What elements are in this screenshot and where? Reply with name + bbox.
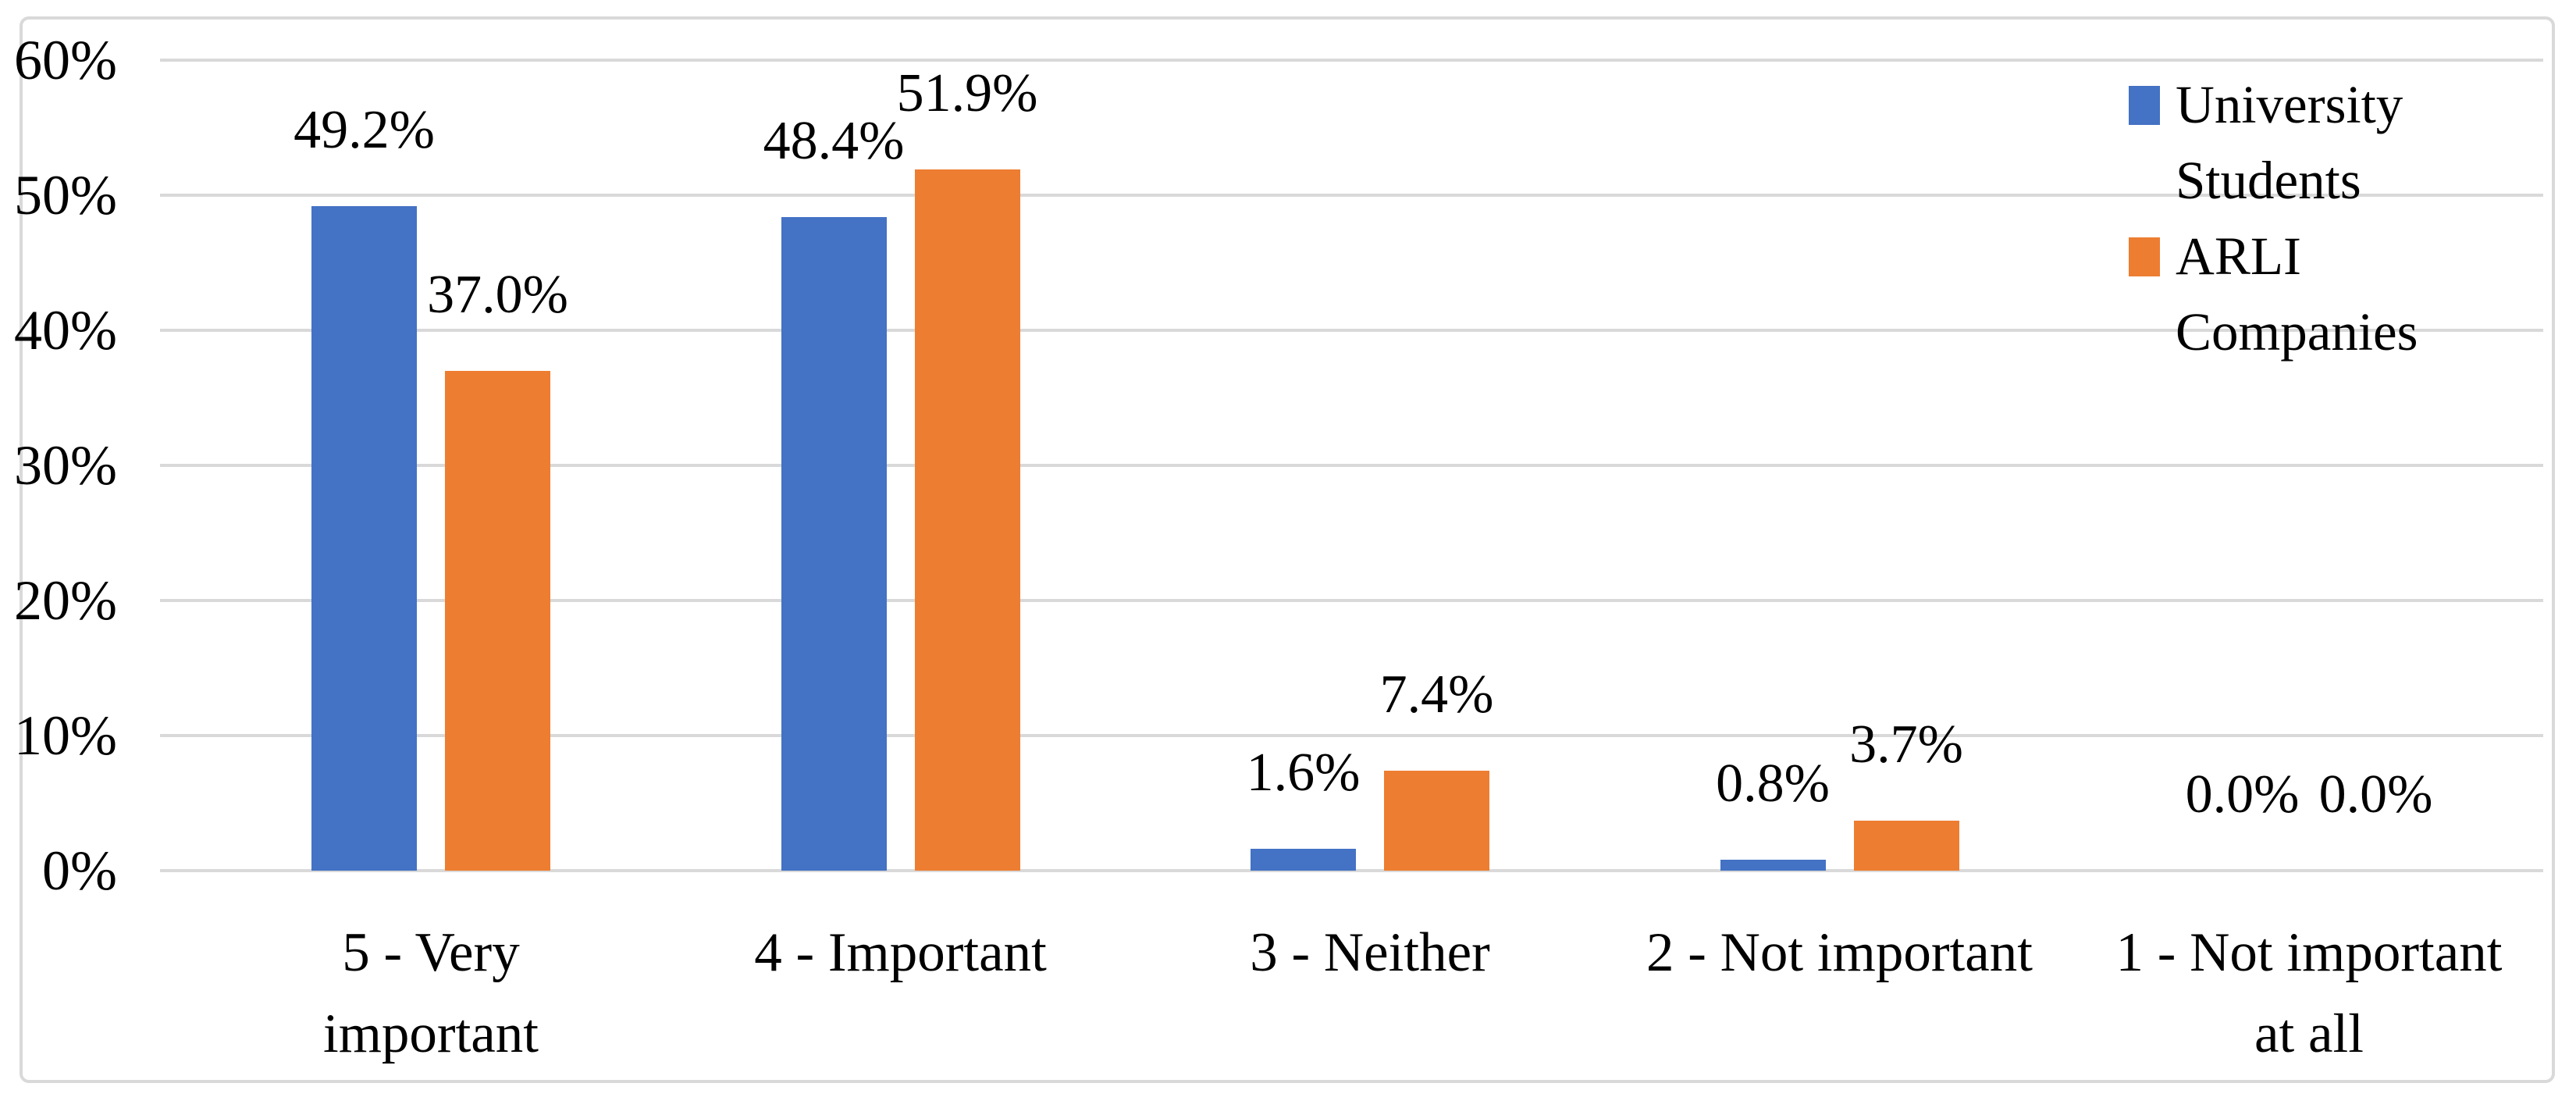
bar-series2-cat2 [914,169,1020,871]
legend-label-line: Companies [2176,302,2418,362]
legend-label-line: University [2176,75,2403,134]
gridline-30% [160,464,2543,467]
bar-series1-cat1 [311,206,417,871]
category-label-2: 4 - Important [643,912,1158,993]
legend-entry-label: University Students [2176,67,2488,219]
legend-label-line: ARLI [2176,226,2301,286]
data-label-series2-cat2: 51.9% [896,63,1038,123]
legend-label-line: Students [2176,151,2361,210]
category-label-1: 5 - Very important [173,912,688,1074]
data-label-series2-cat4: 3.7% [1849,714,1963,775]
data-label-series1-cat4: 0.8% [1716,754,1830,814]
category-label-4: 2 - Not important [1582,912,2097,993]
gridline-20% [160,599,2543,602]
bar-series1-cat4 [1720,860,1826,871]
y-tick-label-30%: 30% [14,434,117,497]
legend: University Students ARLI Companies [2129,67,2488,370]
data-label-series2-cat5: 0.0% [2318,764,2433,825]
data-label-series1-cat1: 49.2% [294,100,435,160]
category-label-line: 3 - Neither [1250,922,1490,983]
bar-series2-cat1 [445,371,550,871]
legend-marker-swatch [2129,86,2160,125]
data-label-series1-cat2: 48.4% [763,111,905,171]
gridline-50% [160,194,2543,197]
bar-series1-cat3 [1251,849,1356,871]
bar-series2-cat3 [1384,771,1489,871]
category-label-line: important [322,1003,539,1064]
data-label-series2-cat3: 7.4% [1379,665,1494,725]
category-label-line: 5 - Very [342,922,520,983]
gridline-0% [160,869,2543,872]
legend-marker-swatch [2129,237,2160,276]
data-label-series1-cat3: 1.6% [1246,743,1361,803]
legend-entry-2: ARLI Companies [2129,219,2488,370]
data-label-series1-cat5: 0.0% [2185,764,2300,825]
data-label-series2-cat1: 37.0% [427,265,568,325]
category-label-5: 1 - Not important at all [2051,912,2567,1074]
category-label-3: 3 - Neither [1112,912,1628,993]
y-tick-label-50%: 50% [14,164,117,226]
y-tick-label-40%: 40% [14,299,117,362]
category-label-line: 2 - Not important [1646,922,2033,983]
bar-series1-cat2 [781,217,887,871]
legend-entry-label: ARLI Companies [2176,219,2488,370]
gridline-60% [160,59,2543,62]
y-tick-label-10%: 10% [14,704,117,767]
y-tick-label-60%: 60% [14,29,117,91]
category-label-line: 4 - Important [754,922,1047,983]
legend-entry-1: University Students [2129,67,2488,219]
category-label-line: 1 - Not important [2115,922,2503,983]
bar-series2-cat4 [1853,821,1959,871]
gridline-10% [160,734,2543,737]
gridline-40% [160,329,2543,332]
y-tick-label-20%: 20% [14,569,117,632]
category-label-line: at all [2254,1003,2364,1064]
y-tick-label-0%: 0% [42,839,117,902]
